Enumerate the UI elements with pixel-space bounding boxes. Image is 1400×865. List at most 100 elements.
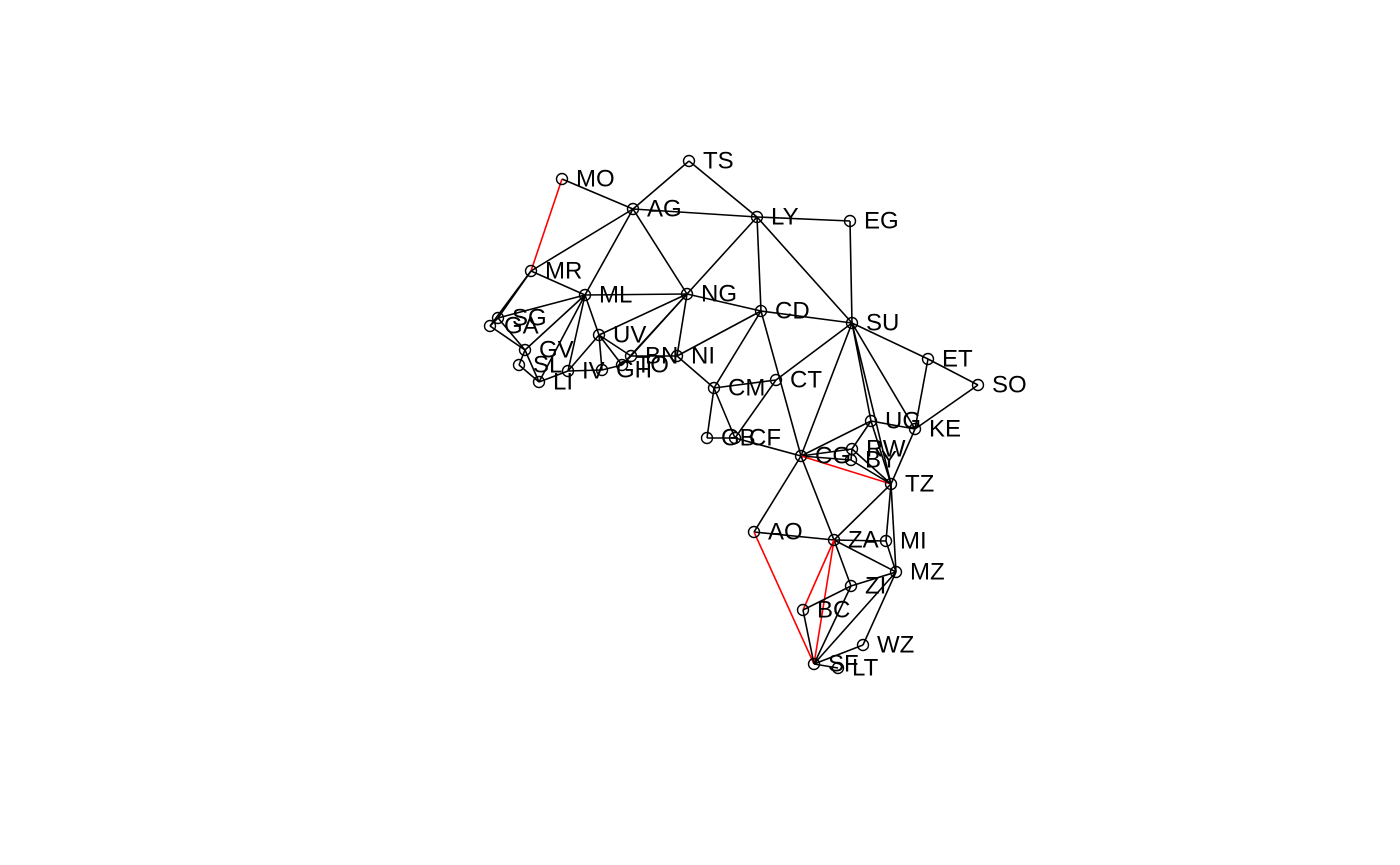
node-wz: [856, 638, 870, 652]
edge-ng-cd: [686, 293, 762, 312]
node-lt: [831, 661, 845, 675]
node-label-ag: AG: [647, 196, 682, 223]
node-label-iv: IV: [582, 358, 605, 385]
node-mz: [889, 565, 903, 579]
node-za: [827, 533, 841, 547]
node-label-sl: SL: [533, 352, 562, 379]
edge-mz-sf: [813, 571, 897, 665]
node-label-to: TO: [636, 352, 669, 379]
edge-za-sf: [813, 539, 835, 665]
edge-cd-ni: [676, 310, 762, 357]
node-label-mi: MI: [900, 528, 927, 555]
node-eg: [843, 214, 857, 228]
node-label-ga: GA: [504, 313, 539, 340]
edge-ml-gv: [524, 294, 586, 351]
node-label-ct: CT: [790, 367, 822, 394]
node-to: [615, 358, 629, 372]
edge-ng-to: [621, 293, 688, 366]
node-mr: [524, 264, 538, 278]
edge-za-bc: [802, 539, 835, 611]
node-ao: [747, 525, 761, 539]
edge-mr-ml: [530, 270, 586, 296]
node-label-mz: MZ: [910, 559, 945, 586]
edge-su-ke: [851, 322, 916, 430]
edge-ag-ml: [584, 208, 634, 296]
edge-tz-mz: [890, 483, 897, 573]
edge-ly-su: [756, 216, 853, 324]
node-layer: [483, 154, 985, 675]
edge-ml-iv: [567, 294, 586, 372]
edge-sg-gv: [497, 317, 526, 351]
node-label-za: ZA: [848, 527, 879, 554]
edge-su-cg: [800, 322, 853, 457]
node-label-cg: CG: [815, 443, 851, 470]
node-mi: [879, 534, 893, 548]
node-sf: [807, 657, 821, 671]
node-zi: [844, 579, 858, 593]
node-gh: [595, 363, 609, 377]
edge-ly-eg: [756, 216, 851, 222]
edge-gh-to: [601, 364, 623, 371]
edge-mo-ag: [561, 178, 634, 210]
edge-mz-zi: [850, 571, 897, 587]
edge-sl-li: [518, 364, 540, 383]
node-label-gb: GB: [721, 425, 756, 452]
node-ga: [483, 319, 497, 333]
node-label-cf: CF: [749, 425, 781, 452]
edge-ug-ke: [870, 420, 916, 430]
node-li: [532, 375, 546, 389]
edge-rw-tz: [851, 448, 892, 485]
node-label-ni: NI: [691, 343, 715, 370]
edge-ao-za: [753, 531, 835, 541]
edge-cg-za: [800, 455, 835, 541]
node-ng: [680, 287, 694, 301]
edge-mo-mr: [530, 178, 563, 272]
edge-ag-ng: [632, 208, 688, 295]
node-label-sg: SG: [512, 305, 547, 332]
edge-ng-uv: [598, 293, 688, 336]
edge-cm-gb: [706, 387, 715, 439]
node-ug: [864, 414, 878, 428]
node-label-mo: MO: [576, 166, 615, 193]
node-tz: [884, 477, 898, 491]
edge-ml-sg: [497, 294, 586, 319]
node-label-so: SO: [992, 372, 1027, 399]
node-cg: [794, 449, 808, 463]
edge-so-ke: [914, 384, 979, 430]
edge-za-mi: [833, 539, 887, 542]
edge-ga-gv: [489, 325, 526, 351]
edge-ug-tz: [870, 420, 892, 485]
edge-sf-wz: [813, 644, 864, 665]
node-label-ke: KE: [929, 416, 961, 443]
edge-to-bn: [621, 355, 632, 366]
node-label-ng: NG: [701, 281, 737, 308]
node-gv: [518, 343, 532, 357]
node-iv: [561, 364, 575, 378]
edge-su-et: [851, 322, 929, 360]
edge-ga-mr: [489, 270, 532, 327]
node-bn: [624, 349, 638, 363]
node-label-ts: TS: [703, 148, 734, 175]
edge-su-ct: [775, 322, 853, 381]
edge-za-zi: [833, 539, 852, 587]
edge-za-mz: [833, 539, 897, 573]
edge-cm-ct: [713, 379, 777, 389]
edge-et-so: [927, 358, 979, 386]
edge-by-tz: [850, 459, 892, 485]
edge-tz-za: [833, 483, 892, 541]
node-ag: [626, 202, 640, 216]
edge-cd-cm: [713, 310, 762, 389]
node-ml: [578, 288, 592, 302]
node-label-gh: GH: [616, 357, 652, 384]
node-label-ly: LY: [771, 204, 799, 231]
edge-cg-ug: [800, 420, 872, 457]
edge-cg-by: [800, 455, 852, 461]
node-label-by: BY: [865, 447, 897, 474]
node-su: [845, 316, 859, 330]
edge-sf-lt: [813, 663, 839, 669]
node-mo: [555, 172, 569, 186]
node-label-cm: CM: [728, 375, 765, 402]
edge-ml-li: [538, 294, 586, 383]
node-label-lt: LT: [852, 655, 879, 682]
node-label-ml: ML: [599, 282, 632, 309]
